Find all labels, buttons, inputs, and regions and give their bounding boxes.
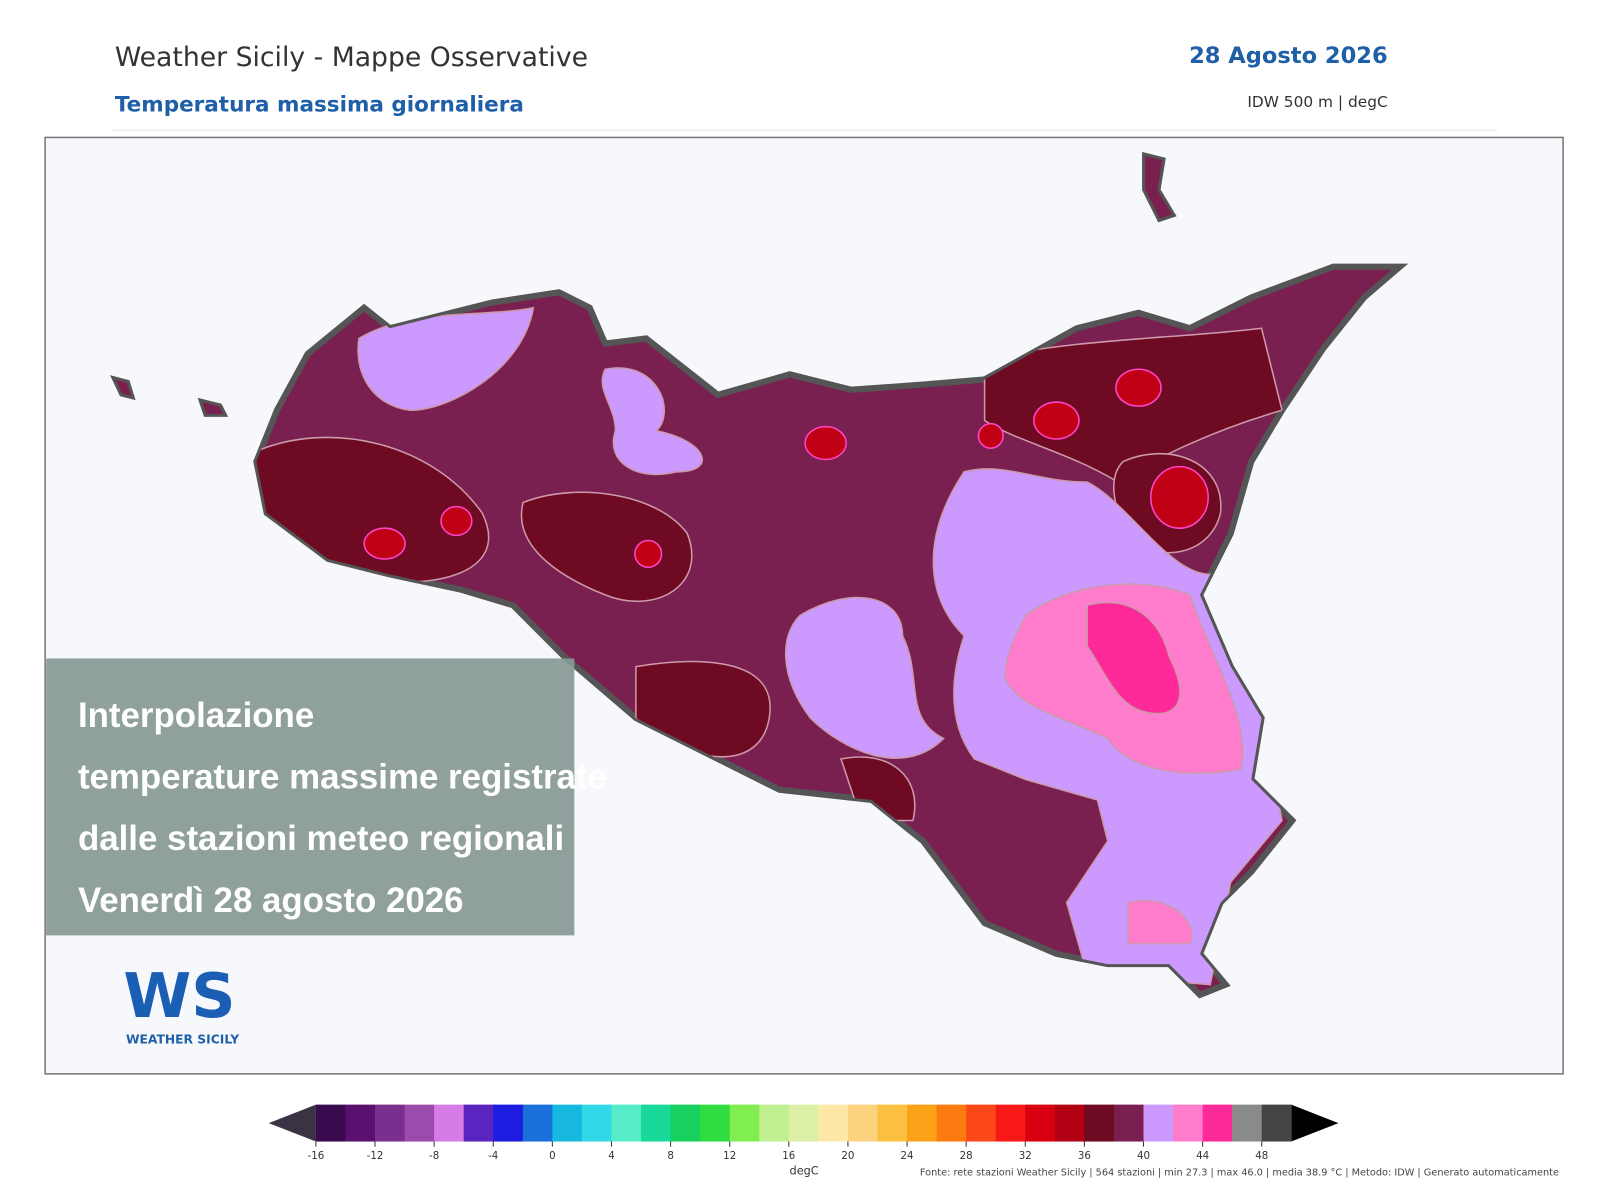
logo-name: WEATHER SICILY — [126, 1032, 240, 1046]
colorbar: -16 -12 -8 -4 0 4 8 12 16 20 24 28 32 36 40 44 48 — [308, 1104, 1292, 1162]
colorbar-label: degC — [790, 1164, 819, 1177]
colorbar-segment — [700, 1104, 731, 1142]
colorbar-segment — [375, 1104, 406, 1142]
colorbar-segment — [1025, 1104, 1056, 1142]
colorbar-tick-label: 20 — [841, 1150, 854, 1162]
colorbar-segment — [966, 1104, 997, 1142]
overlay-text: Interpolazione temperature massime regist… — [78, 696, 607, 920]
colorbar-segment — [877, 1104, 908, 1142]
colorbar-segment — [1113, 1104, 1145, 1142]
colorbar-segment — [581, 1104, 612, 1142]
colorbar-tick-label: -4 — [488, 1150, 498, 1162]
overlay-box — [46, 658, 575, 936]
temperature-field — [256, 306, 1283, 986]
colorbar-tick-label: 36 — [1078, 1150, 1091, 1162]
subtitle: Temperatura massima giornaliera — [115, 93, 524, 118]
colorbar-min-arrow — [268, 1104, 316, 1142]
colorbar-segment — [641, 1104, 672, 1142]
title: Weather Sicily - Mappe Osservative — [115, 42, 588, 73]
colorbar-segment — [1173, 1104, 1204, 1142]
colorbar-segment — [936, 1104, 967, 1142]
colorbar-segment — [345, 1104, 376, 1142]
colorbar-segment — [1261, 1104, 1292, 1142]
colorbar-segment — [404, 1104, 435, 1142]
colorbar-segment — [1143, 1104, 1174, 1142]
colorbar-segment — [759, 1104, 790, 1142]
colorbar-segment — [552, 1104, 583, 1142]
colorbar-segment — [995, 1104, 1026, 1142]
colorbar-segment — [818, 1104, 849, 1142]
colorbar-tick-label: 40 — [1137, 1150, 1150, 1162]
colorbar-tick-label: -12 — [367, 1150, 384, 1162]
colorbar-segment — [315, 1104, 346, 1142]
colorbar-segment — [847, 1104, 878, 1142]
colorbar-tick-label: 44 — [1196, 1150, 1209, 1162]
source: Fonte: rete stazioni Weather Sicily | 56… — [920, 1167, 1559, 1178]
colorbar-tick-label: 12 — [723, 1150, 736, 1162]
date: 28 Agosto 2026 — [1189, 43, 1388, 69]
colorbar-segment — [493, 1104, 524, 1142]
colorbar-tick-label: -16 — [308, 1150, 325, 1162]
colorbar-segment — [788, 1104, 819, 1142]
colorbar-tick-label: 32 — [1019, 1150, 1032, 1162]
colorbar-tick-label: -8 — [429, 1150, 439, 1162]
logo-initials: WS — [123, 960, 235, 1032]
overlay-line: Venerdì 28 agosto 2026 — [78, 881, 464, 920]
colorbar-max-arrow — [1291, 1104, 1339, 1142]
colorbar-tick-label: 0 — [549, 1150, 556, 1162]
colorbar-tick-label: 8 — [667, 1150, 674, 1162]
colorbar-tick-label: 48 — [1255, 1150, 1268, 1162]
colorbar-segment — [1232, 1104, 1263, 1142]
colorbar-segment — [1202, 1104, 1233, 1142]
islands — [110, 151, 1177, 417]
colorbar-segment — [611, 1104, 642, 1142]
colorbar-segment — [729, 1104, 760, 1142]
colorbar-segment — [1084, 1104, 1115, 1142]
colorbar-segment — [434, 1104, 465, 1142]
map — [110, 151, 1400, 995]
overlay-line: temperature massime registrate — [78, 758, 607, 797]
method: IDW 500 m | degC — [1247, 93, 1387, 111]
colorbar-tick-label: 28 — [960, 1150, 973, 1162]
colorbar-tick-label: 16 — [782, 1150, 795, 1162]
colorbar-segment — [907, 1104, 938, 1142]
overlay-line: dalle stazioni meteo regionali — [78, 819, 564, 858]
overlay-line: Interpolazione — [78, 696, 314, 735]
colorbar-tick-label: 4 — [608, 1150, 615, 1162]
colorbar-segment — [463, 1104, 494, 1142]
colorbar-segment — [1054, 1104, 1085, 1142]
colorbar-segment — [522, 1104, 553, 1142]
colorbar-segment — [670, 1104, 701, 1142]
colorbar-tick-label: 24 — [901, 1150, 914, 1162]
